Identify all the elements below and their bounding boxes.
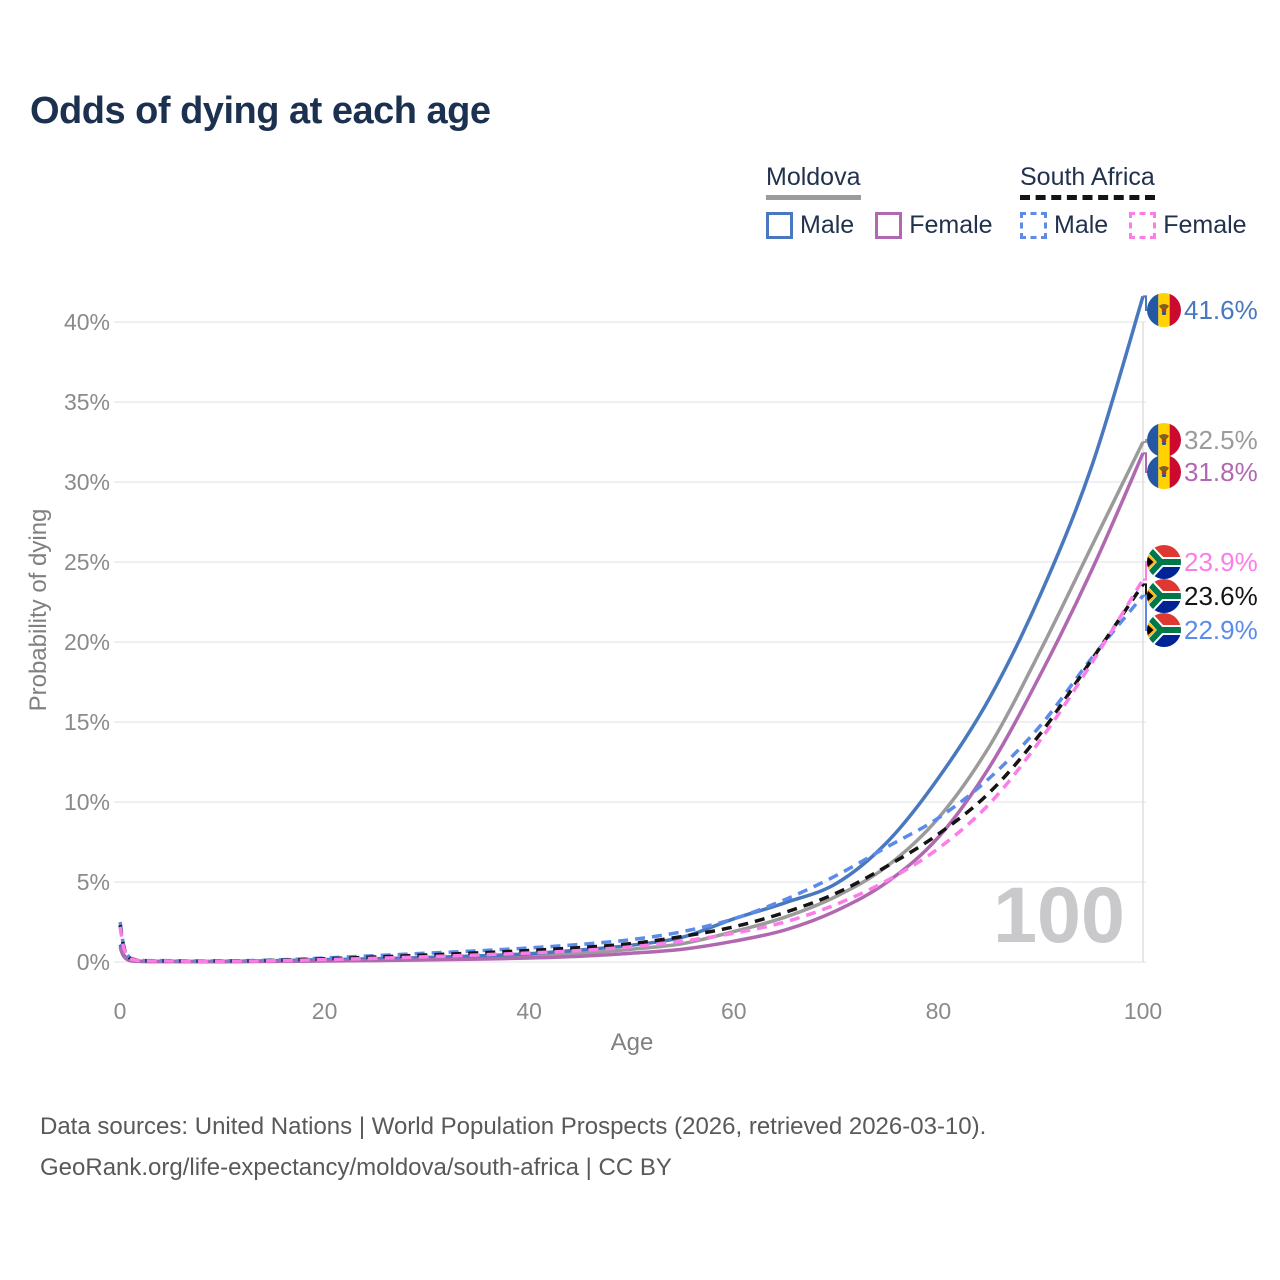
end-value-label: 32.5% xyxy=(1184,425,1258,455)
y-axis-title: Probability of dying xyxy=(25,509,52,712)
x-tick-label: 40 xyxy=(516,998,542,1024)
hover-age-watermark: 100 xyxy=(993,870,1125,959)
x-tick-label: 60 xyxy=(721,998,747,1024)
legend-group-south-africa: South Africa Male Female xyxy=(1020,163,1247,240)
footer: Data sources: United Nations | World Pop… xyxy=(40,1106,986,1188)
y-tick-label: 10% xyxy=(64,789,110,815)
legend-swatch-moldova-male[interactable] xyxy=(766,212,793,239)
y-tick-label: 15% xyxy=(64,709,110,735)
x-axis-title: Age xyxy=(611,1029,654,1056)
y-tick-label: 30% xyxy=(64,469,110,495)
legend-label-south-africa-female[interactable]: Female xyxy=(1163,211,1247,239)
y-tick-label: 5% xyxy=(77,869,110,895)
legend-label-south-africa-male[interactable]: Male xyxy=(1054,211,1109,239)
mortality-line-chart[interactable]: 100 0% 5% 10% 15% 20% 25% 30% 35% 40% 0 20 40 60 80 10… xyxy=(0,0,1280,1090)
axis-ticks: 0% 5% 10% 15% 20% 25% 30% 35% 40% 0 20 40 60 80 100 xyxy=(64,309,1162,1024)
end-value-label: 22.9% xyxy=(1184,615,1258,645)
line-south-africa-total xyxy=(118,583,1145,963)
x-tick-label: 20 xyxy=(312,998,338,1024)
moldova-flag-icon xyxy=(1147,423,1181,457)
legend-label-moldova-male[interactable]: Male xyxy=(800,211,855,239)
x-tick-label: 100 xyxy=(1124,998,1162,1024)
line-south-africa-male xyxy=(118,594,1145,963)
end-value-label: 23.9% xyxy=(1184,547,1258,577)
end-value-label: 31.8% xyxy=(1184,457,1258,487)
y-tick-label: 40% xyxy=(64,309,110,335)
footer-attribution: GeoRank.org/life-expectancy/moldova/sout… xyxy=(40,1154,672,1181)
south-africa-flag-icon xyxy=(1147,545,1181,579)
legend-swatch-moldova-female[interactable] xyxy=(875,212,903,239)
y-tick-label: 25% xyxy=(64,549,110,575)
south-africa-flag-icon xyxy=(1147,613,1181,647)
legend-swatch-south-africa-female[interactable] xyxy=(1129,212,1157,239)
legend-swatch-south-africa-male[interactable] xyxy=(1020,212,1047,239)
moldova-flag-icon xyxy=(1147,455,1181,489)
footer-sources: Data sources: United Nations | World Pop… xyxy=(40,1113,987,1140)
moldova-flag-icon xyxy=(1147,293,1181,327)
gridlines xyxy=(114,321,1146,963)
legend-group-moldova: Moldova Male Female xyxy=(766,163,993,240)
end-value-label: 23.6% xyxy=(1184,581,1258,611)
south-africa-flag-icon xyxy=(1147,579,1181,613)
y-tick-label: 0% xyxy=(77,949,110,975)
y-tick-label: 35% xyxy=(64,389,110,415)
y-tick-label: 20% xyxy=(64,629,110,655)
x-tick-label: 80 xyxy=(926,998,952,1024)
line-moldova-female xyxy=(118,452,1145,964)
page-title: Odds of dying at each age xyxy=(30,90,491,132)
legend-label-moldova-female[interactable]: Female xyxy=(909,211,993,239)
end-value-label: 41.6% xyxy=(1184,295,1258,325)
line-moldova-total xyxy=(118,441,1145,964)
legend-header-moldova: Moldova xyxy=(766,163,861,200)
line-south-africa-female xyxy=(118,578,1145,964)
line-moldova-male xyxy=(118,295,1145,964)
series-lines xyxy=(118,295,1145,964)
x-tick-label: 0 xyxy=(114,998,127,1024)
end-labels: 41.6% 32.5%31.8% 23.9% 23.6% 22.9% xyxy=(1143,293,1258,647)
legend-header-south-africa: South Africa xyxy=(1020,163,1155,200)
